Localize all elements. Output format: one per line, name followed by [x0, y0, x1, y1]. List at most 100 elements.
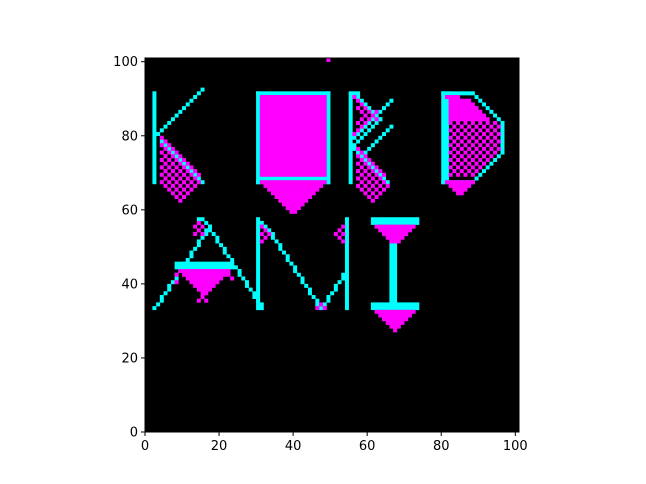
pixel-cell-magenta [448, 120, 453, 125]
pixel-cell-magenta [189, 172, 194, 177]
pixel-cell-magenta [282, 202, 305, 207]
pixel-cell-magenta [456, 150, 461, 155]
pixel-cell-cyan [159, 128, 164, 133]
x-tick-label: 80 [433, 439, 450, 454]
pixel-cell-magenta [193, 224, 198, 229]
pixel-cell-magenta [363, 183, 368, 188]
pixel-cell-magenta [444, 180, 475, 185]
pixel-cell-cyan [385, 180, 390, 185]
pixel-cell-magenta [363, 191, 368, 196]
pixel-cell-magenta [341, 232, 346, 237]
pixel-cell-magenta [322, 306, 327, 311]
pixel-cell-magenta [193, 183, 198, 188]
pixel-cell-magenta [448, 172, 453, 177]
pixel-cell-magenta [337, 228, 342, 233]
pixel-cell-magenta [263, 228, 268, 233]
pixel-cell-magenta [374, 165, 379, 170]
pixel-cell-magenta [485, 135, 490, 140]
pixel-cell-cyan [330, 291, 335, 296]
pixel-cell-magenta [470, 150, 475, 155]
pixel-cell-magenta [363, 161, 368, 166]
pixel-cell-magenta [459, 124, 464, 129]
pixel-cell-cyan [337, 280, 342, 285]
pixel-cell-magenta [463, 143, 468, 148]
pixel-cell-magenta [319, 302, 324, 307]
pixel-cell-cyan [363, 102, 368, 107]
pixel-cell-magenta [374, 224, 416, 229]
pixel-cell-magenta [456, 128, 461, 133]
pixel-cell-cyan [244, 280, 249, 288]
x-tick-label: 40 [285, 439, 302, 454]
pixel-cell-magenta [370, 198, 375, 203]
pixel-cell-magenta [452, 146, 457, 151]
pixel-cell-cyan [378, 117, 383, 122]
pixel-cell-cyan [356, 95, 361, 100]
pixel-cell-magenta [463, 157, 468, 162]
pixel-cell-cyan [348, 91, 353, 185]
pixel-cell-magenta [182, 187, 187, 192]
pixel-cell-cyan [174, 265, 235, 270]
pixel-cell-magenta [496, 124, 501, 129]
pixel-cell-magenta [485, 120, 490, 125]
pixel-cell-magenta [356, 98, 361, 103]
pixel-cell-cyan [352, 91, 361, 96]
pixel-cell-magenta [359, 102, 364, 107]
pixel-cell-cyan [282, 250, 287, 255]
pixel-cell-cyan [363, 150, 368, 155]
pixel-cell-magenta [289, 209, 298, 214]
pixel-cell-magenta [381, 172, 386, 177]
pixel-cell-magenta [174, 150, 179, 155]
pixel-cell-magenta [356, 120, 361, 125]
pixel-cell-magenta [452, 124, 457, 129]
pixel-cell-magenta [374, 180, 379, 185]
pixel-cell-cyan [356, 150, 361, 155]
pixel-cell-magenta [359, 180, 364, 185]
pixel-cell-magenta [363, 169, 368, 174]
pixel-cell-magenta [356, 146, 361, 151]
pixel-cell-magenta [448, 143, 453, 148]
pixel-cell-magenta [159, 165, 164, 170]
pixel-cell-magenta [341, 224, 346, 229]
pixel-cell-magenta [370, 113, 375, 118]
pixel-cell-cyan [326, 91, 331, 185]
pixel-cell-magenta [167, 172, 172, 177]
pixel-cell-cyan [367, 106, 372, 111]
pixel-cell-cyan [319, 306, 324, 311]
pixel-cell-cyan [389, 124, 394, 129]
pixel-cell-magenta [456, 165, 461, 170]
pixel-cell-magenta [367, 109, 372, 114]
pixel-cell-magenta [182, 172, 187, 177]
pixel-cell-magenta [189, 165, 194, 170]
pixel-cell-magenta [182, 165, 187, 170]
pixel-cell-magenta [170, 176, 175, 181]
pixel-cell-magenta [470, 128, 475, 133]
pixel-cell-cyan [296, 272, 301, 277]
pixel-cell-magenta [185, 161, 190, 166]
pixel-cell-magenta [189, 187, 194, 192]
pixel-cell-cyan [378, 172, 383, 177]
pixel-cell-cyan [270, 232, 275, 240]
pixel-cell-cyan [493, 157, 498, 162]
pixel-cell-cyan [200, 180, 205, 185]
pixel-cell-cyan [222, 246, 227, 255]
pixel-cell-magenta [356, 176, 361, 181]
pixel-cell-magenta [470, 135, 475, 140]
pixel-cell-magenta [378, 228, 412, 233]
pixel-cell-cyan [489, 161, 494, 166]
pixel-cell-cyan [374, 113, 379, 118]
pixel-cell-magenta [463, 165, 468, 170]
pixel-cell-cyan [485, 165, 490, 170]
pixel-cell-magenta [485, 157, 490, 162]
pixel-cell-magenta [359, 124, 364, 129]
pixel-cell-magenta [459, 154, 464, 159]
pixel-cell-magenta [270, 191, 316, 196]
pixel-cell-magenta [463, 150, 468, 155]
pixel-cell-magenta [359, 150, 364, 155]
pixel-cell-cyan [248, 287, 253, 292]
pixel-cell-magenta [370, 169, 375, 174]
pixel-cell-magenta [448, 98, 472, 103]
pixel-cell-magenta [493, 135, 498, 140]
pixel-cell-magenta [159, 143, 164, 148]
pixel-cell-magenta [385, 235, 405, 240]
pixel-cell-magenta [174, 157, 179, 162]
